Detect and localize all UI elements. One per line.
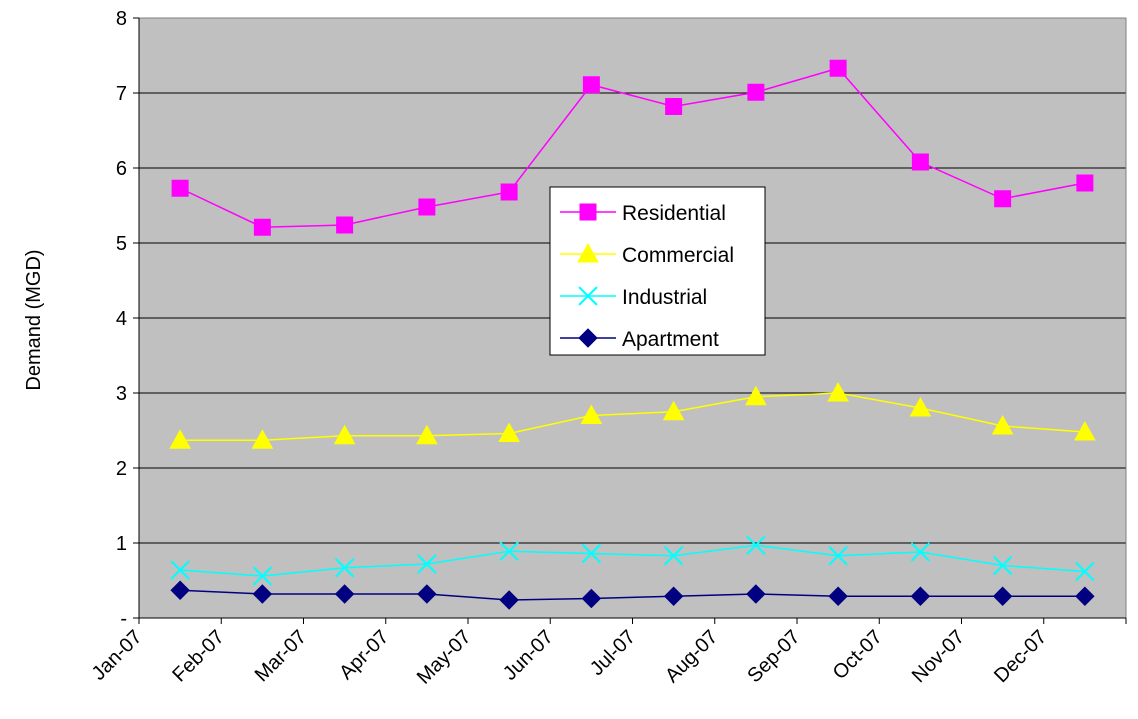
series-commercial	[169, 381, 1096, 449]
data-point-residential	[994, 190, 1012, 208]
x-tick-label: Apr-07	[335, 626, 393, 684]
y-tick-label: 8	[116, 8, 127, 30]
y-tick-label: 3	[116, 383, 127, 405]
series-residential	[171, 59, 1094, 236]
legend-label: Commercial	[622, 244, 734, 267]
data-point-apartment	[746, 584, 766, 604]
y-tick-label: 7	[116, 83, 127, 105]
data-point-residential	[336, 216, 354, 234]
data-point-residential	[582, 76, 600, 94]
legend-label: Industrial	[622, 286, 707, 309]
data-point-industrial	[910, 542, 931, 562]
data-point-industrial	[417, 554, 437, 574]
data-point-commercial	[251, 429, 274, 449]
series-layer	[169, 59, 1096, 610]
data-point-residential	[665, 98, 683, 115]
data-point-commercial	[498, 422, 520, 442]
data-point-commercial	[662, 400, 685, 421]
data-point-commercial	[580, 404, 603, 424]
data-point-apartment	[170, 580, 190, 600]
y-tick-label: 1	[116, 533, 127, 555]
data-point-industrial	[170, 560, 190, 580]
legend-item-residential: Residential	[560, 202, 726, 225]
x-tick-label: Nov-07	[908, 626, 969, 687]
data-point-industrial	[581, 543, 602, 564]
data-point-industrial	[252, 566, 273, 586]
series-line-industrial	[180, 544, 1085, 577]
legend-item-apartment: Apartment	[560, 328, 719, 351]
data-point-industrial	[746, 535, 766, 555]
series-apartment	[170, 580, 1095, 610]
x-tick-label: Oct-07	[829, 626, 887, 684]
data-point-residential	[500, 183, 518, 201]
data-point-apartment	[828, 586, 848, 606]
legend-marker	[578, 328, 598, 348]
y-tick-label: -	[120, 608, 127, 630]
x-tick-label: Aug-07	[661, 626, 722, 687]
series-line-residential	[179, 67, 1086, 229]
data-point-commercial	[991, 414, 1014, 435]
data-point-apartment	[334, 584, 355, 604]
y-tick-labels: - 1 2 3 4 5 6 7 8	[116, 8, 127, 630]
legend-label: Apartment	[622, 328, 719, 351]
data-point-residential	[418, 198, 436, 216]
axes	[133, 17, 1127, 624]
y-tick-label: 4	[116, 308, 127, 330]
data-point-residential	[829, 59, 847, 77]
data-point-residential	[253, 218, 271, 236]
legend-marker	[577, 242, 599, 263]
data-point-residential	[171, 179, 189, 197]
y-tick-label: 5	[116, 233, 127, 255]
data-point-commercial	[1074, 420, 1096, 441]
x-tick-labels: Jan-07 Feb-07 Mar-07 Apr-07 May-07 Jun-07 Jul-…	[88, 626, 1052, 689]
legend-label: Residential	[622, 202, 726, 225]
series-line-commercial	[180, 392, 1085, 441]
x-tick-label: Jan-07	[88, 626, 147, 685]
series-line-apartment	[180, 589, 1085, 601]
data-point-commercial	[169, 429, 191, 449]
data-point-commercial	[416, 424, 438, 445]
x-tick-label: Dec-07	[990, 626, 1051, 687]
legend-marker	[579, 203, 597, 221]
y-tick-label: 2	[116, 458, 127, 480]
data-point-apartment	[910, 586, 931, 606]
data-point-industrial	[334, 558, 355, 578]
data-point-industrial	[992, 555, 1013, 576]
data-point-residential	[911, 153, 929, 171]
data-point-commercial	[333, 424, 356, 445]
x-tick-label: Jun-07	[499, 626, 558, 685]
data-point-industrial	[663, 546, 684, 566]
legend: Residential Commercial Industrial Apartment	[549, 186, 766, 356]
data-point-industrial	[1075, 561, 1095, 582]
data-point-apartment	[252, 584, 273, 604]
series-industrial	[170, 535, 1095, 586]
data-point-commercial	[745, 385, 767, 406]
data-point-apartment	[581, 588, 602, 609]
data-point-apartment	[1075, 586, 1095, 606]
legend-item-commercial: Commercial	[560, 242, 734, 267]
x-tick-label: Feb-07	[168, 626, 228, 686]
data-point-residential	[747, 83, 765, 101]
data-point-apartment	[499, 590, 519, 610]
data-point-commercial	[909, 396, 932, 417]
legend-marker	[578, 286, 598, 306]
data-point-industrial	[828, 546, 848, 566]
x-tick-label: May-07	[413, 626, 476, 689]
legend-item-industrial: Industrial	[560, 286, 707, 309]
data-point-residential	[1076, 174, 1094, 192]
y-axis-title: Demand (MGD)	[23, 249, 45, 390]
data-point-apartment	[417, 584, 437, 604]
x-tick-label: Mar-07	[251, 626, 311, 686]
x-tick-label: Sep-07	[743, 626, 804, 687]
x-tick-label: Jul-07	[586, 626, 640, 680]
y-tick-label: 6	[116, 158, 127, 180]
data-point-commercial	[827, 381, 849, 402]
data-point-apartment	[992, 586, 1013, 606]
data-point-apartment	[663, 586, 684, 606]
data-point-industrial	[499, 541, 519, 561]
